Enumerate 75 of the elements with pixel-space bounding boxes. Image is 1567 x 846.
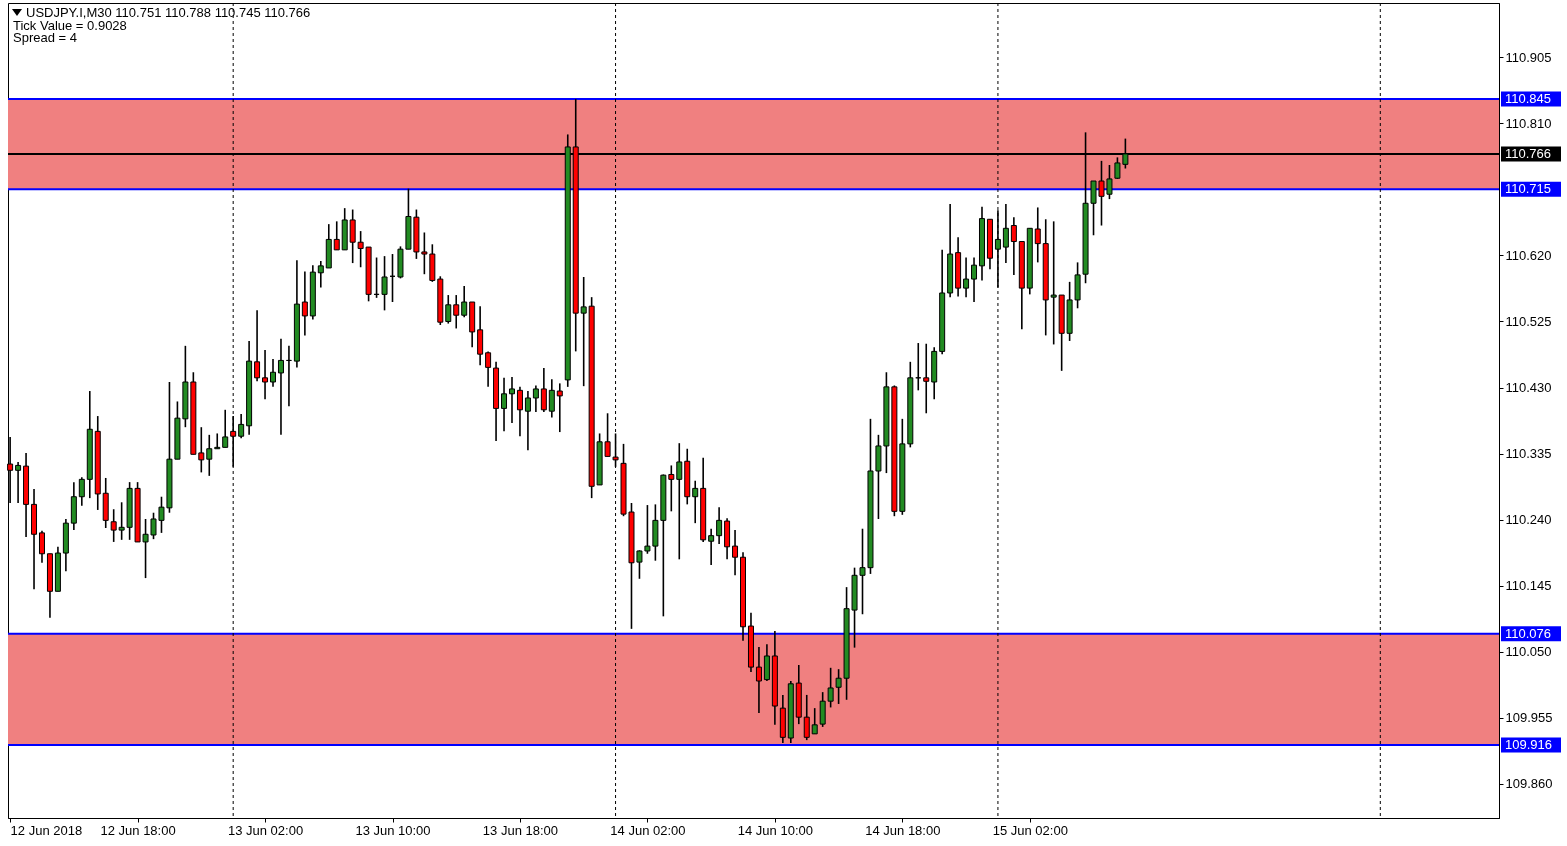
ref-line-label: 110.766 xyxy=(1505,145,1552,161)
candlestick xyxy=(262,349,269,401)
candlestick xyxy=(238,413,245,440)
candlestick xyxy=(110,508,117,543)
candlestick xyxy=(716,506,723,545)
candlestick xyxy=(214,432,221,450)
candlestick xyxy=(963,256,970,298)
candlestick xyxy=(755,646,762,714)
candlestick xyxy=(485,350,492,388)
candlestick xyxy=(763,643,770,682)
chart-title: USDJPY.I,M30 110.751 110.788 110.745 110.766 xyxy=(26,5,311,20)
y-tick-label: 110.810 xyxy=(1505,115,1552,131)
candlestick xyxy=(923,342,930,415)
candlestick xyxy=(453,294,460,330)
y-tick-label: 110.905 xyxy=(1505,49,1552,65)
candlestick xyxy=(222,409,229,449)
annotation: Tick Value = 0.9028 xyxy=(13,18,127,33)
candlestick xyxy=(301,270,308,337)
y-tick-label: 110.050 xyxy=(1505,644,1552,660)
candlestick xyxy=(501,377,508,433)
x-tick-label: 14 Jun 10:00 xyxy=(737,822,813,838)
candlestick xyxy=(692,479,699,524)
candlestick xyxy=(1050,220,1057,346)
y-tick-label: 110.240 xyxy=(1505,512,1552,528)
candlestick xyxy=(461,285,468,319)
candlestick xyxy=(15,461,22,504)
annotation: Spread = 4 xyxy=(13,30,77,45)
y-tick-label: 110.525 xyxy=(1505,313,1552,329)
candlestick xyxy=(732,529,739,577)
x-tick-label: 14 Jun 18:00 xyxy=(865,822,941,838)
candlestick xyxy=(277,338,284,436)
candlestick xyxy=(445,294,452,325)
candlestick xyxy=(708,527,715,566)
candlestick xyxy=(811,707,818,735)
ref-line-label: 110.076 xyxy=(1505,625,1552,641)
y-tick-label: 110.335 xyxy=(1505,446,1552,462)
x-tick-label: 12 Jun 18:00 xyxy=(100,822,176,838)
y-tick-label: 110.620 xyxy=(1505,247,1552,263)
x-tick-label: 15 Jun 02:00 xyxy=(992,822,1068,838)
x-tick-label: 12 Jun 2018 xyxy=(10,822,83,838)
candlestick xyxy=(381,255,388,312)
candlestick xyxy=(668,464,675,513)
candlestick xyxy=(580,276,587,387)
candlestick xyxy=(1002,203,1009,264)
y-tick-label: 110.145 xyxy=(1505,578,1552,594)
candlestick xyxy=(317,260,324,289)
ref-line-label: 110.845 xyxy=(1505,90,1552,106)
x-tick-label: 14 Jun 02:00 xyxy=(610,822,686,838)
candlestick xyxy=(1010,216,1017,276)
candlestick xyxy=(198,426,205,474)
x-tick-label: 13 Jun 18:00 xyxy=(482,822,559,838)
candlestick xyxy=(1034,206,1041,264)
candlestick xyxy=(254,309,261,383)
y-tick-label: 110.430 xyxy=(1505,380,1552,396)
candlestick xyxy=(516,386,523,438)
candlestick xyxy=(676,442,683,561)
candlestick xyxy=(548,378,555,419)
x-tick-label: 13 Jun 10:00 xyxy=(355,822,431,838)
candlestick xyxy=(540,367,547,413)
y-tick-label: 109.955 xyxy=(1505,710,1553,726)
x-tick-label: 13 Jun 02:00 xyxy=(227,822,304,838)
ref-line-label: 109.916 xyxy=(1505,736,1552,752)
y-tick-label: 109.860 xyxy=(1505,776,1553,792)
candlestick xyxy=(556,382,563,433)
candlestick xyxy=(971,256,978,303)
ref-line-label: 110.715 xyxy=(1505,181,1552,197)
candlestick xyxy=(333,220,340,251)
candlestick xyxy=(78,476,85,507)
candlestick xyxy=(270,358,277,388)
candlestick xyxy=(508,376,515,424)
candlestick xyxy=(38,530,45,564)
candlestick xyxy=(803,694,810,741)
candlestick xyxy=(524,390,531,451)
candlestick xyxy=(206,434,213,477)
candlestick xyxy=(532,384,539,413)
